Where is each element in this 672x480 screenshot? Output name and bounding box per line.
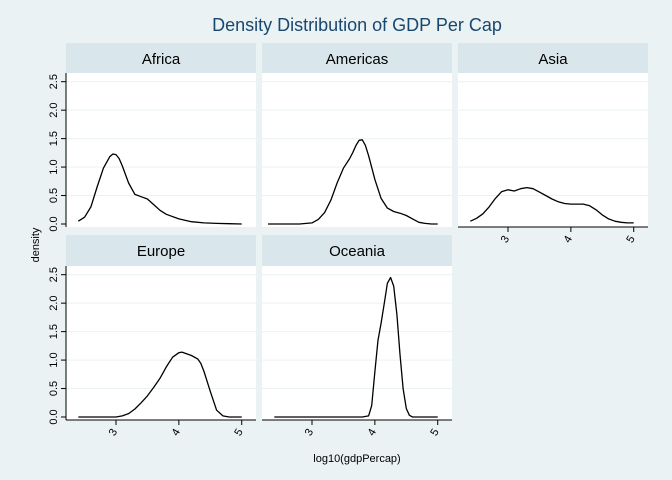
plot-area [262, 73, 452, 227]
facet-label: Africa [142, 51, 181, 68]
y-tick-label: 2.5 [48, 74, 60, 89]
facet-label: Americas [326, 51, 389, 68]
x-tick-label: 4 [366, 427, 379, 438]
facet-panel-0: Africa 0.0 0.5 1.0 1.5 2.0 2.5 [48, 43, 256, 232]
plot-area [262, 266, 452, 420]
x-tick-label: 3 [499, 234, 512, 245]
y-tick-label: 1.0 [48, 352, 60, 367]
density-line [78, 351, 242, 418]
x-tick-label: 4 [562, 234, 575, 245]
facet-strip [458, 43, 648, 73]
plot-area [66, 73, 256, 227]
y-tick-label: 0.5 [48, 188, 60, 203]
facet-strip [262, 235, 452, 266]
facet-panel-3: Europe 0.0 0.5 1.0 1.5 2.0 2.5 3 4 5 [48, 235, 256, 438]
y-tick-label: 1.5 [48, 131, 60, 146]
x-tick-label: 3 [107, 427, 120, 438]
plot-area [458, 73, 648, 227]
facet-label: Europe [137, 243, 185, 260]
y-tick-label: 0.0 [48, 409, 60, 424]
facet-label: Asia [538, 51, 568, 68]
density-line [268, 139, 438, 225]
y-tick-label: 0.5 [48, 381, 60, 396]
y-tick-label: 2.0 [48, 296, 60, 311]
facet-label: Oceania [329, 243, 386, 260]
density-line [77, 153, 242, 225]
y-axis-label: density [30, 227, 42, 262]
x-tick-label: 5 [428, 427, 441, 438]
y-tick-label: 1.5 [48, 324, 60, 339]
y-tick-label: 1.0 [48, 159, 60, 174]
density-line [470, 186, 634, 224]
y-tick-label: 0.0 [48, 216, 60, 231]
density-line [274, 276, 438, 418]
y-tick-label: 2.5 [48, 267, 60, 282]
x-tick-label: 5 [624, 234, 637, 245]
chart-title: Density Distribution of GDP Per Cap [212, 15, 502, 35]
facet-panel-2: Asia 3 4 5 [458, 43, 648, 245]
x-tick-label: 5 [232, 427, 245, 438]
x-tick-label: 4 [170, 427, 183, 438]
facet-strip [262, 43, 452, 73]
x-axis-label: log10(gdpPercap) [313, 453, 400, 465]
facet-panel-4: Oceania 3 4 5 [262, 235, 452, 438]
x-tick-label: 3 [303, 427, 316, 438]
facet-strip [66, 43, 256, 73]
plot-area [66, 266, 256, 420]
facet-strip [66, 235, 256, 266]
y-tick-label: 2.0 [48, 103, 60, 118]
facet-panel-1: Americas [262, 43, 452, 227]
